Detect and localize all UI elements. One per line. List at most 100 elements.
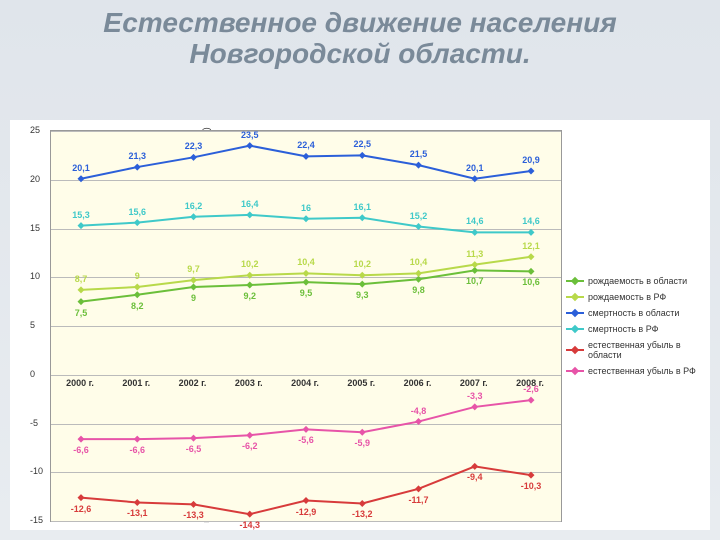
slide-title: Естественное движение населения Новгород… xyxy=(0,0,720,70)
data-marker xyxy=(528,472,535,479)
legend-label: смертность в РФ xyxy=(588,324,658,334)
data-label: 16,2 xyxy=(185,201,203,211)
data-label: 9 xyxy=(191,293,196,303)
data-marker xyxy=(246,142,253,149)
data-marker xyxy=(303,270,310,277)
x-tick: 2003 г. xyxy=(235,378,263,388)
data-marker xyxy=(359,152,366,159)
data-marker xyxy=(528,229,535,236)
legend-label: естественная убыль в РФ xyxy=(588,366,696,376)
data-label: 11,3 xyxy=(466,249,483,259)
x-tick: 2001 г. xyxy=(122,378,150,388)
x-tick: 2002 г. xyxy=(179,378,207,388)
data-marker xyxy=(303,279,310,286)
y-tick: 15 xyxy=(30,223,238,233)
legend-swatch xyxy=(566,312,584,314)
y-tick: -10 xyxy=(30,466,238,476)
legend-item: естественная убыль в РФ xyxy=(566,366,706,376)
data-marker xyxy=(78,298,85,305)
data-label: -3,3 xyxy=(467,391,483,401)
x-tick: 2005 г. xyxy=(347,378,375,388)
data-label: 22,5 xyxy=(353,139,371,149)
data-label: -5,9 xyxy=(354,438,370,448)
data-label: 20,1 xyxy=(466,163,484,173)
data-label: -12,6 xyxy=(71,504,92,514)
data-label: 21,3 xyxy=(128,151,146,161)
data-label: 9,2 xyxy=(243,291,256,301)
data-label: -6,6 xyxy=(129,445,145,455)
data-marker xyxy=(415,418,422,425)
y-tick: 10 xyxy=(30,271,238,281)
data-marker xyxy=(78,436,85,443)
data-marker xyxy=(190,154,197,161)
data-label: -14,3 xyxy=(239,520,260,530)
data-label: 21,5 xyxy=(410,149,428,159)
data-label: 10,2 xyxy=(241,259,259,269)
data-label: 20,1 xyxy=(72,163,90,173)
y-tick: 25 xyxy=(30,125,238,135)
data-marker xyxy=(471,463,478,470)
data-label: -11,7 xyxy=(408,495,428,505)
x-tick: 2000 г. xyxy=(66,378,94,388)
data-marker xyxy=(134,499,141,506)
data-label: 15,6 xyxy=(128,207,146,217)
y-tick: 5 xyxy=(30,320,238,330)
y-tick: 20 xyxy=(30,174,238,184)
data-marker xyxy=(134,284,141,291)
y-tick: -15 xyxy=(30,515,238,525)
data-label: 14,6 xyxy=(466,216,484,226)
legend: рождаемость в области рождаемость в РФ сме… xyxy=(566,270,706,382)
data-marker xyxy=(303,215,310,222)
data-marker xyxy=(190,213,197,220)
data-label: 9,3 xyxy=(356,290,369,300)
data-marker xyxy=(415,485,422,492)
data-label: 10,6 xyxy=(522,277,540,287)
legend-item: смертность в области xyxy=(566,308,706,318)
legend-item: естественная убыль в области xyxy=(566,340,706,360)
data-label: 7,5 xyxy=(75,308,88,318)
data-marker xyxy=(415,223,422,230)
data-marker xyxy=(246,272,253,279)
data-marker xyxy=(78,286,85,293)
legend-swatch xyxy=(566,349,584,351)
data-marker xyxy=(359,429,366,436)
data-label: 8,2 xyxy=(131,301,144,311)
legend-label: рождаемость в области xyxy=(588,276,687,286)
data-marker xyxy=(528,253,535,260)
data-label: -12,9 xyxy=(296,507,317,517)
x-tick: 2007 г. xyxy=(460,378,488,388)
data-marker xyxy=(359,272,366,279)
data-marker xyxy=(528,167,535,174)
data-marker xyxy=(134,436,141,443)
data-label: 16 xyxy=(301,203,311,213)
data-marker xyxy=(78,494,85,501)
data-label: 14,6 xyxy=(522,216,540,226)
legend-label: смертность в области xyxy=(588,308,679,318)
data-label: 12,1 xyxy=(522,241,540,251)
data-marker xyxy=(359,214,366,221)
data-marker xyxy=(528,268,535,275)
legend-swatch xyxy=(566,328,584,330)
data-label: 9,8 xyxy=(412,285,425,295)
data-label: 15,2 xyxy=(410,211,428,221)
data-label: 15,3 xyxy=(72,210,90,220)
legend-swatch xyxy=(566,280,584,282)
data-marker xyxy=(190,501,197,508)
data-marker xyxy=(415,270,422,277)
data-marker xyxy=(190,284,197,291)
data-marker xyxy=(528,397,535,404)
chart-container: коэффициенты рождаемости, смертности и е… xyxy=(10,120,710,530)
legend-item: рождаемость в РФ xyxy=(566,292,706,302)
data-marker xyxy=(471,403,478,410)
data-marker xyxy=(246,511,253,518)
data-label: -13,2 xyxy=(352,509,373,519)
data-marker xyxy=(303,497,310,504)
data-marker xyxy=(359,500,366,507)
legend-label: рождаемость в РФ xyxy=(588,292,666,302)
data-label: 22,4 xyxy=(297,140,315,150)
y-tick: -5 xyxy=(30,418,238,428)
data-label: 10,4 xyxy=(410,257,428,267)
data-marker xyxy=(134,164,141,171)
legend-swatch xyxy=(566,296,584,298)
data-marker xyxy=(471,261,478,268)
